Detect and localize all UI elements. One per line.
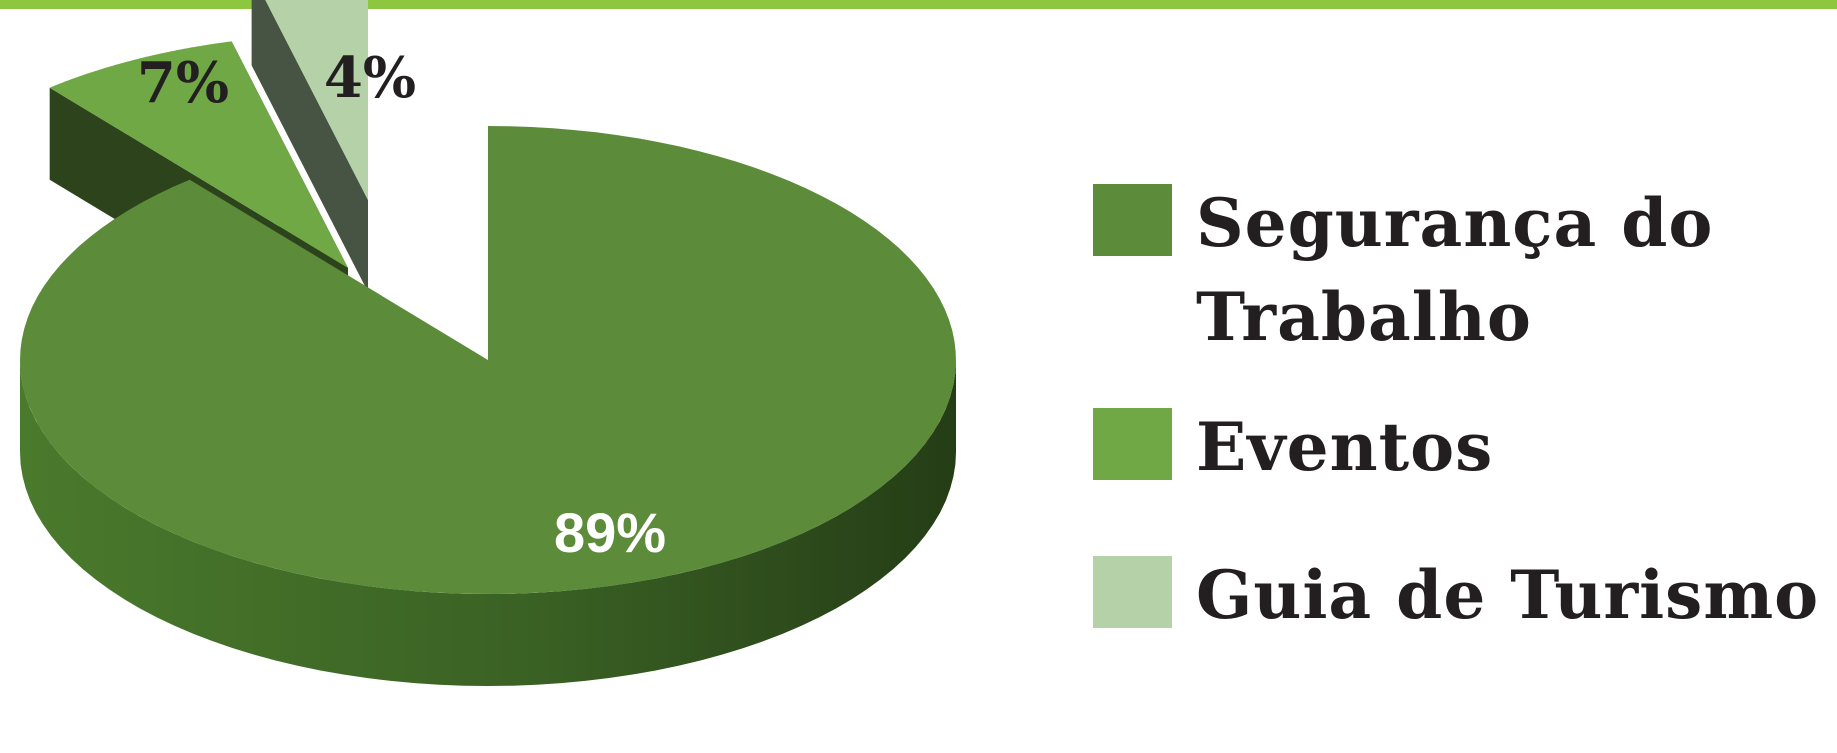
legend-item: Eventos (1093, 400, 1837, 494)
legend-item: Guia de Turismo (1093, 548, 1837, 642)
data-label: 4% (324, 45, 416, 111)
pie-chart: 89% 7% 4% (20, 0, 956, 686)
legend-swatch (1093, 556, 1172, 628)
legend-swatch (1093, 184, 1172, 256)
legend-label: Segurança do Trabalho (1196, 184, 1714, 356)
legend-swatch (1093, 408, 1172, 480)
data-label: 89% (554, 501, 666, 564)
legend-label: Eventos (1196, 408, 1494, 486)
chart-legend: Segurança do Trabalho Eventos Guia de Tu… (1093, 176, 1837, 642)
pie-slice-top (265, 0, 368, 200)
pie-slice-face (251, 0, 368, 292)
top-accent-bar (0, 0, 1837, 9)
pie-slice-top (20, 126, 956, 594)
pie-slice-side (20, 360, 956, 686)
legend-label: Guia de Turismo (1196, 556, 1820, 634)
pie-slice (251, 0, 368, 292)
data-label: 7% (137, 50, 229, 116)
pie-slice-top (49, 41, 348, 269)
pie-slice (20, 126, 956, 686)
legend-item: Segurança do Trabalho (1093, 176, 1743, 364)
